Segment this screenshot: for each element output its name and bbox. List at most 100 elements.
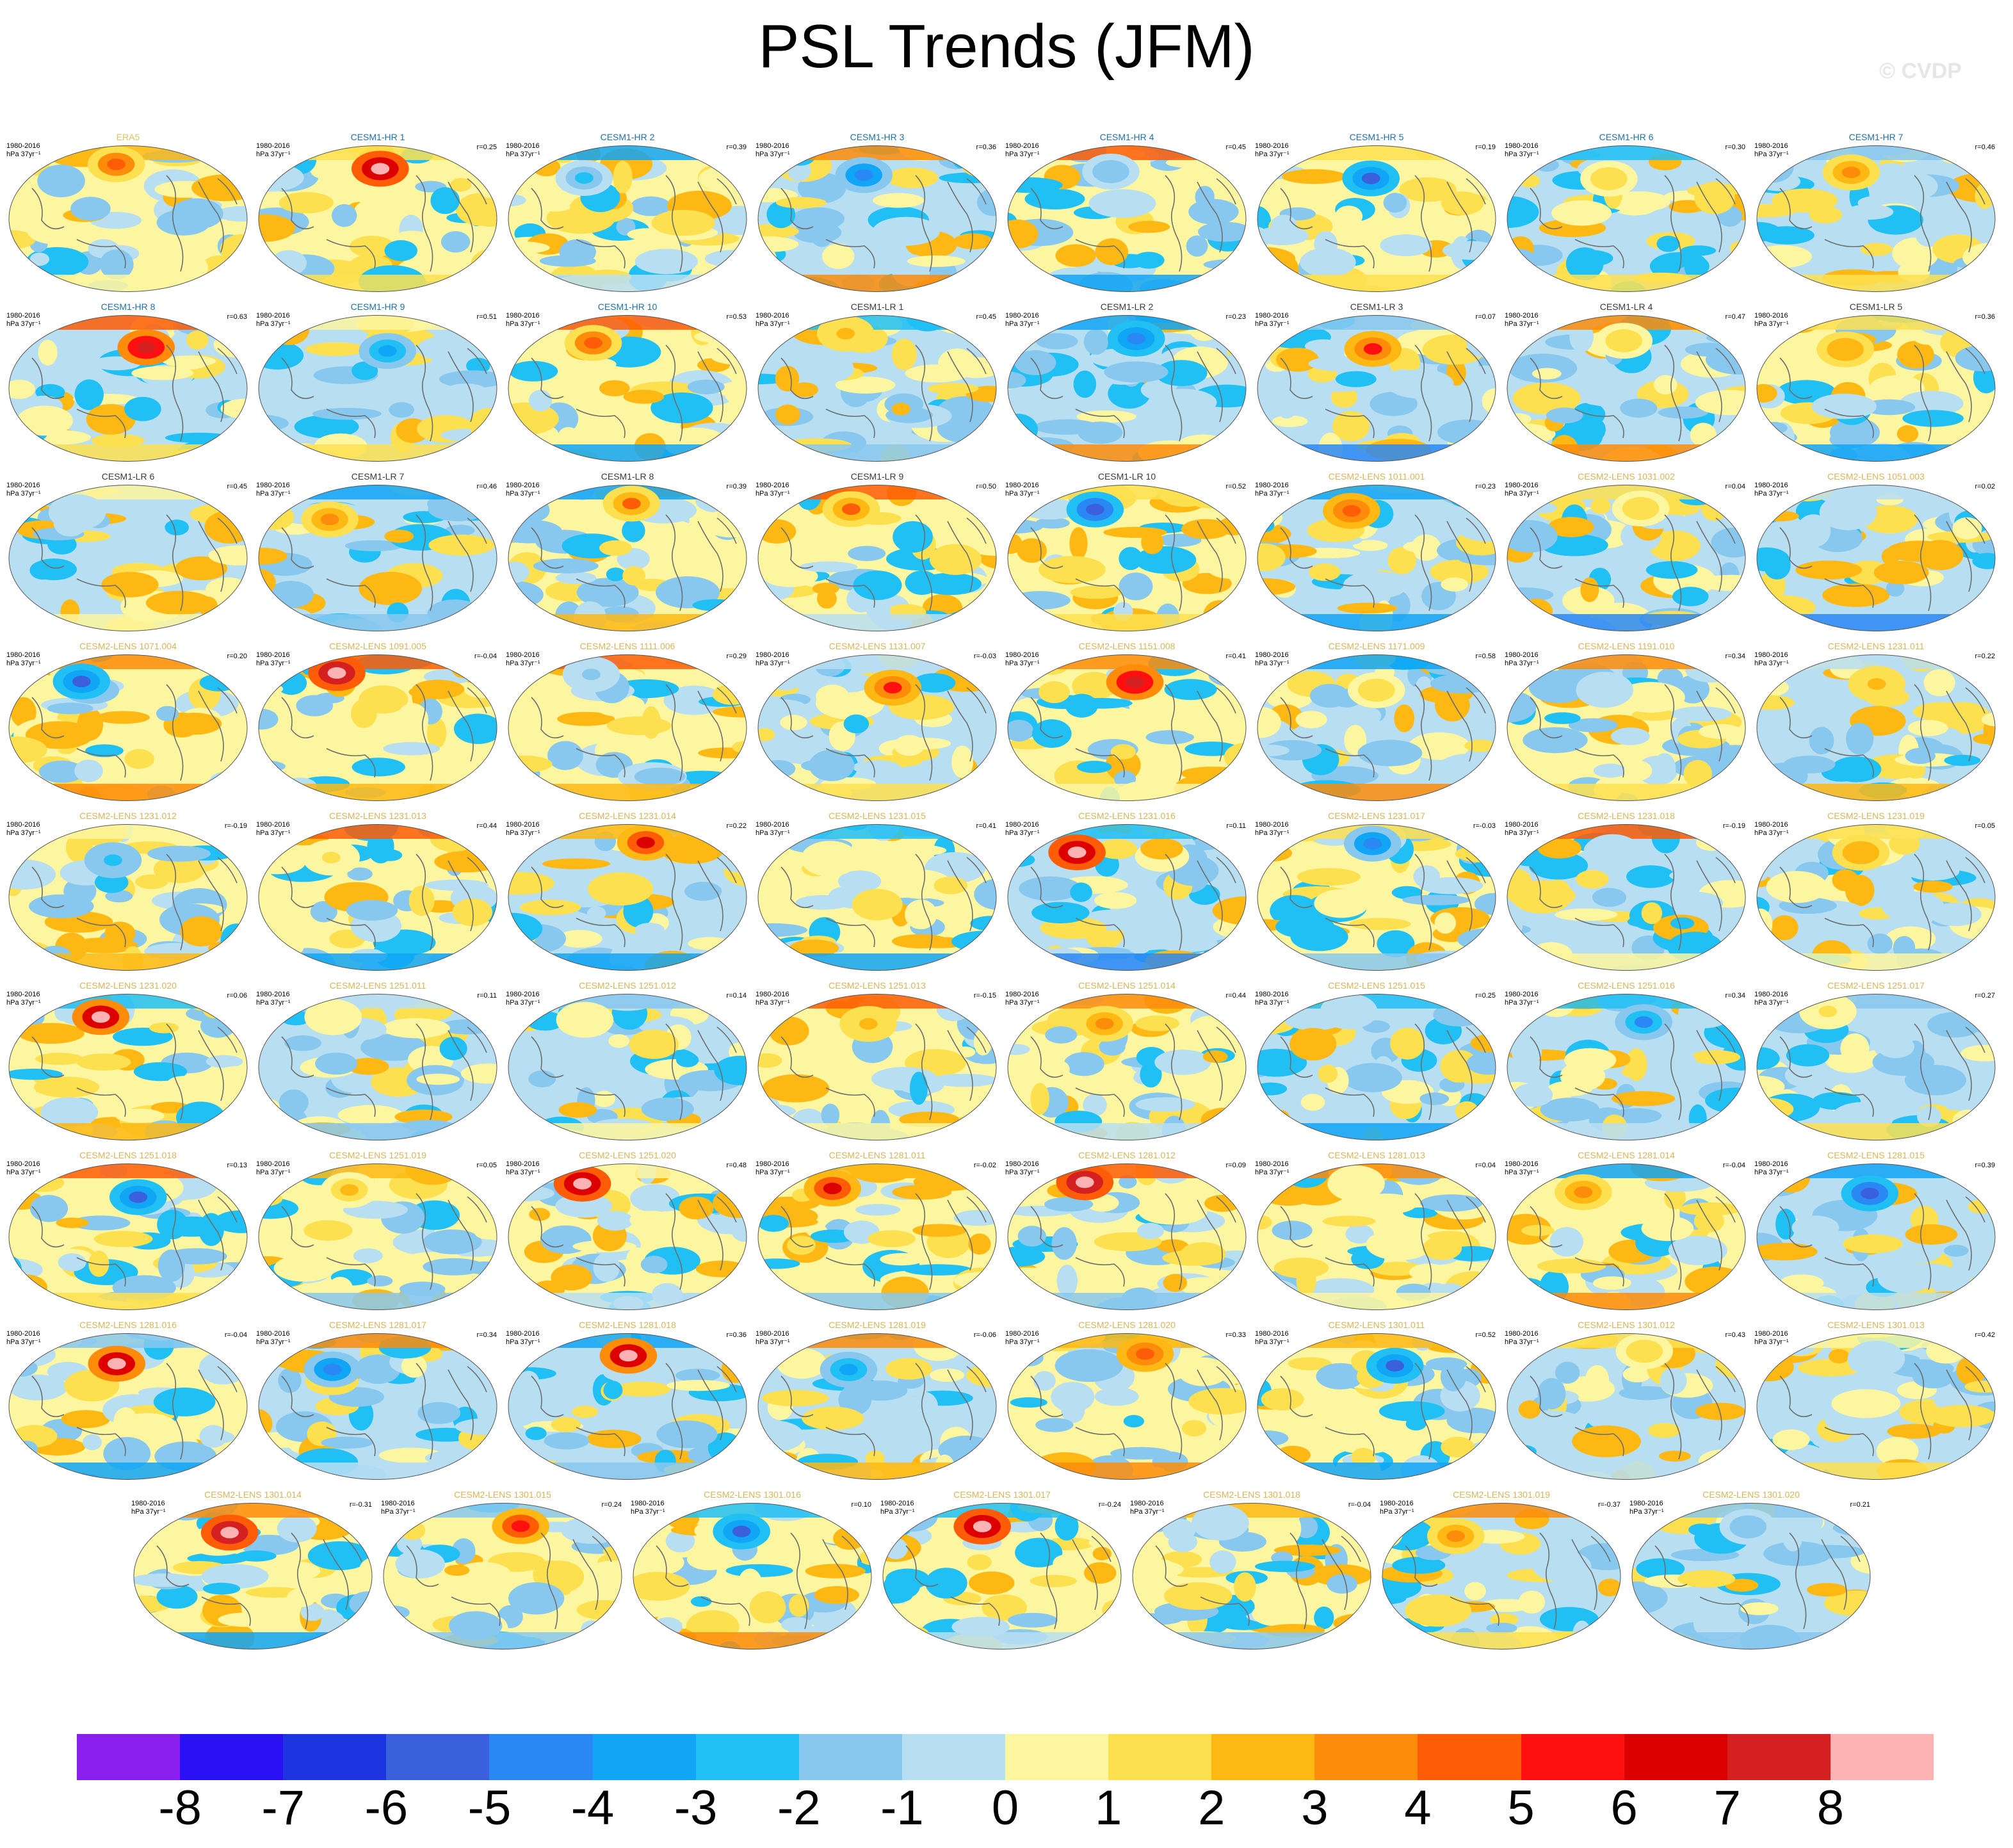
map-panel: CESM1-HR 8 1980-2016 hPa 37yr⁻¹ r=0.63 — [6, 302, 250, 468]
panel-title: CESM2-LENS 1171.009 — [1328, 641, 1425, 651]
panel-correlation: r=0.25 — [476, 143, 497, 151]
panel-period-units: 1980-2016 hPa 37yr⁻¹ — [1505, 1330, 1539, 1346]
map-panel: CESM1-HR 2 1980-2016 hPa 37yr⁻¹ r=0.39 — [506, 132, 749, 298]
panel-title: CESM2-LENS 1111.006 — [579, 641, 675, 651]
trend-map — [508, 145, 747, 292]
panel-period-units: 1980-2016 hPa 37yr⁻¹ — [506, 312, 540, 328]
map-panel: CESM1-HR 1 1980-2016 hPa 37yr⁻¹ r=0.25 — [256, 132, 499, 298]
panel-period-units: 1980-2016 hPa 37yr⁻¹ — [756, 312, 790, 328]
panel-correlation: r=0.51 — [476, 313, 497, 321]
panel-period-units: 1980-2016 hPa 37yr⁻¹ — [506, 821, 540, 837]
panel-period-units: 1980-2016 hPa 37yr⁻¹ — [1505, 482, 1539, 498]
panel-period-units: 1980-2016 hPa 37yr⁻¹ — [756, 1330, 790, 1346]
trend-map — [1007, 654, 1247, 801]
panel-correlation: r=0.53 — [726, 313, 747, 321]
panel-correlation: r=-0.19 — [1722, 822, 1745, 830]
map-panel: CESM2-LENS 1281.017 1980-2016 hPa 37yr⁻¹ r=… — [256, 1320, 499, 1486]
panel-period-units: 1980-2016 hPa 37yr⁻¹ — [1255, 312, 1289, 328]
map-panel: CESM2-LENS 1151.008 1980-2016 hPa 37yr⁻¹ r=… — [1005, 641, 1249, 807]
map-panel: CESM2-LENS 1091.005 1980-2016 hPa 37yr⁻¹ r=… — [256, 641, 499, 807]
map-panel: CESM2-LENS 1231.017 1980-2016 hPa 37yr⁻¹ r=… — [1255, 811, 1498, 977]
panel-title: CESM1-HR 9 — [350, 302, 405, 312]
trend-map — [1007, 485, 1247, 631]
panel-title: CESM1-LR 6 — [101, 471, 155, 482]
panel-period-units: 1980-2016 hPa 37yr⁻¹ — [1005, 821, 1040, 837]
map-panel: CESM2-LENS 1231.018 1980-2016 hPa 37yr⁻¹ r=… — [1505, 811, 1748, 977]
panel-title: CESM2-LENS 1281.011 — [829, 1150, 926, 1160]
panel-correlation: r=0.45 — [227, 483, 248, 490]
panel-correlation: r=0.58 — [1475, 652, 1496, 660]
colorbar-swatch — [1108, 1734, 1212, 1780]
map-panel: CESM2-LENS 1191.010 1980-2016 hPa 37yr⁻¹ r=… — [1505, 641, 1748, 807]
panel-title: CESM2-LENS 1071.004 — [79, 641, 177, 651]
map-panel: CESM2-LENS 1301.015 1980-2016 hPa 37yr⁻¹ r=… — [381, 1489, 624, 1656]
panel-period-units: 1980-2016 hPa 37yr⁻¹ — [1754, 991, 1789, 1007]
panel-correlation: r=0.44 — [476, 822, 497, 830]
panel-correlation: r=0.30 — [1725, 143, 1746, 151]
panel-title: CESM1-HR 3 — [850, 132, 905, 142]
panel-period-units: 1980-2016 hPa 37yr⁻¹ — [256, 142, 291, 158]
map-panel: CESM2-LENS 1281.015 1980-2016 hPa 37yr⁻¹ r=… — [1754, 1150, 1998, 1317]
trend-map — [757, 1333, 997, 1480]
map-panel: CESM2-LENS 1231.020 1980-2016 hPa 37yr⁻¹ r=… — [6, 980, 250, 1147]
trend-map — [1007, 1333, 1247, 1480]
map-panel: CESM2-LENS 1281.013 1980-2016 hPa 37yr⁻¹ r=… — [1255, 1150, 1498, 1317]
panel-correlation: r=-0.19 — [224, 822, 247, 830]
trend-map — [8, 654, 248, 801]
trend-map — [1007, 145, 1247, 292]
map-panel: CESM2-LENS 1071.004 1980-2016 hPa 37yr⁻¹ r=… — [6, 641, 250, 807]
panel-correlation: r=0.20 — [227, 652, 248, 660]
panel-title: CESM2-LENS 1231.011 — [1827, 641, 1925, 651]
panel-title: CESM2-LENS 1281.020 — [1078, 1320, 1176, 1330]
panel-correlation: r=0.02 — [1975, 483, 1996, 490]
trend-map — [508, 315, 747, 462]
panel-title: CESM1-LR 5 — [1849, 302, 1903, 312]
trend-map — [1756, 315, 1996, 462]
trend-map — [258, 1333, 497, 1480]
panel-period-units: 1980-2016 hPa 37yr⁻¹ — [756, 1160, 790, 1176]
colorbar-swatch — [1521, 1734, 1625, 1780]
panel-correlation: r=0.23 — [1225, 313, 1247, 321]
panel-title: CESM1-LR 1 — [850, 302, 904, 312]
panel-period-units: 1980-2016 hPa 37yr⁻¹ — [756, 821, 790, 837]
colorbar-tick-label: -2 — [777, 1781, 821, 1835]
panel-period-units: 1980-2016 hPa 37yr⁻¹ — [1255, 821, 1289, 837]
panel-period-units: 1980-2016 hPa 37yr⁻¹ — [506, 1160, 540, 1176]
map-panel: CESM2-LENS 1171.009 1980-2016 hPa 37yr⁻¹ r=… — [1255, 641, 1498, 807]
panel-correlation: r=0.25 — [1475, 992, 1496, 1000]
panel-correlation: r=0.24 — [601, 1501, 622, 1509]
panel-period-units: 1980-2016 hPa 37yr⁻¹ — [1505, 821, 1539, 837]
trend-map — [1507, 1333, 1746, 1480]
panel-correlation: r=-0.15 — [973, 992, 996, 1000]
panel-title: CESM1-HR 2 — [600, 132, 655, 142]
trend-map — [1257, 994, 1496, 1140]
panel-title: CESM2-LENS 1281.019 — [829, 1320, 926, 1330]
panel-correlation: r=-0.31 — [349, 1501, 372, 1509]
panel-correlation: r=0.27 — [1975, 992, 1996, 1000]
colorbar-tick-label: -8 — [158, 1781, 202, 1835]
panel-period-units: 1980-2016 hPa 37yr⁻¹ — [1505, 312, 1539, 328]
panel-grid: ERA5 1980-2016 hPa 37yr⁻¹ CESM1-HR 1 1980-20… — [6, 132, 1998, 1656]
trend-map — [508, 1333, 747, 1480]
panel-correlation: r=0.41 — [976, 822, 997, 830]
trend-map — [8, 824, 248, 971]
trend-map — [1756, 485, 1996, 631]
trend-map — [258, 145, 497, 292]
map-panel: CESM2-LENS 1281.011 1980-2016 hPa 37yr⁻¹ r=… — [756, 1150, 999, 1317]
panel-correlation: r=-0.04 — [474, 652, 497, 660]
map-panel: CESM2-LENS 1231.014 1980-2016 hPa 37yr⁻¹ r=… — [506, 811, 749, 977]
panel-period-units: 1980-2016 hPa 37yr⁻¹ — [756, 142, 790, 158]
colorbar — [77, 1734, 1934, 1780]
map-panel: CESM2-LENS 1251.019 1980-2016 hPa 37yr⁻¹ r=… — [256, 1150, 499, 1317]
panel-period-units: 1980-2016 hPa 37yr⁻¹ — [1505, 991, 1539, 1007]
panel-title: CESM1-LR 7 — [351, 471, 405, 482]
panel-period-units: 1980-2016 hPa 37yr⁻¹ — [506, 991, 540, 1007]
colorbar-swatch — [1830, 1734, 1934, 1780]
map-panel: CESM2-LENS 1281.019 1980-2016 hPa 37yr⁻¹ r=… — [756, 1320, 999, 1486]
panel-correlation: r=0.19 — [1475, 143, 1496, 151]
panel-correlation: r=-0.03 — [973, 652, 996, 660]
trend-map — [133, 1503, 373, 1649]
panel-period-units: 1980-2016 hPa 37yr⁻¹ — [756, 651, 790, 667]
trend-map — [757, 994, 997, 1140]
panel-correlation: r=0.36 — [976, 143, 997, 151]
